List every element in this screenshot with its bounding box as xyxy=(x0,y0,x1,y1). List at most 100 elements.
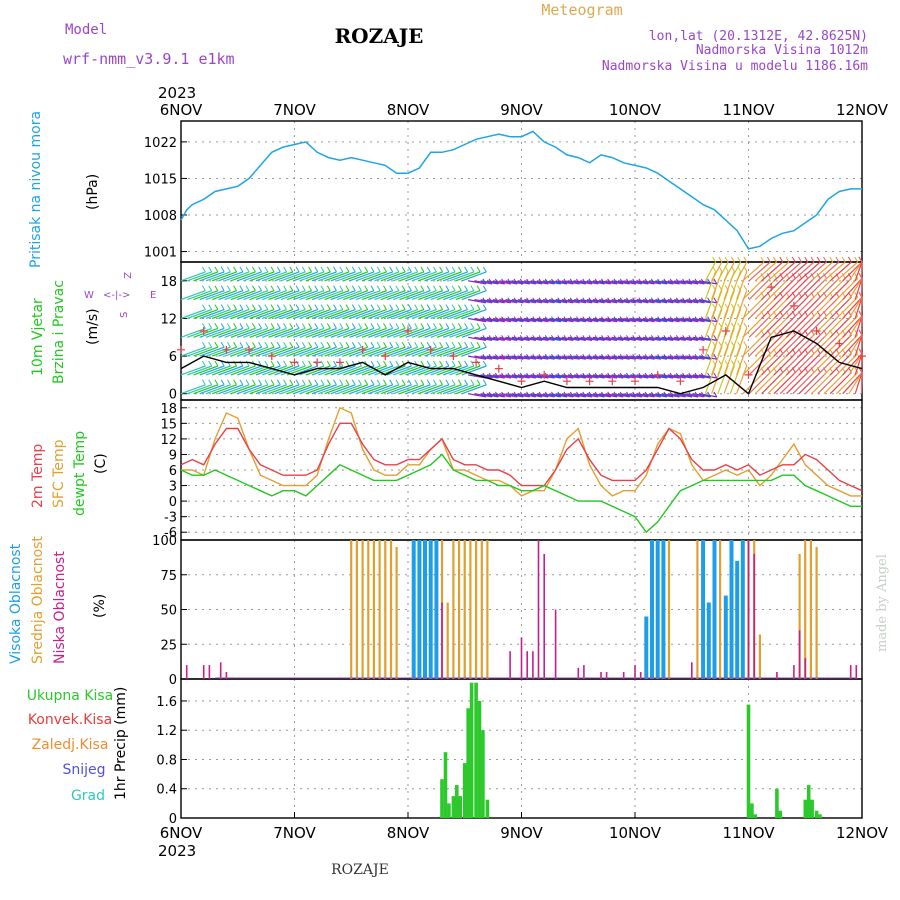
wind-barb xyxy=(723,365,735,394)
precip-bar xyxy=(447,803,451,818)
wind-barb xyxy=(399,290,425,301)
wind-barb xyxy=(505,317,524,323)
wind-barb-flag xyxy=(333,266,337,273)
wind-barb xyxy=(480,280,499,285)
wind-barb xyxy=(380,309,406,320)
temp2m-line xyxy=(180,422,863,492)
wind-barb xyxy=(305,290,331,301)
wind-barb xyxy=(311,309,337,320)
wind-barb xyxy=(455,384,481,395)
wind-barb xyxy=(193,384,219,395)
wind-barb xyxy=(343,365,368,376)
wind-barb xyxy=(698,299,718,304)
wind-barb xyxy=(549,393,568,398)
wind-barb xyxy=(361,346,387,357)
mid-cloud-bar xyxy=(758,634,761,679)
wind-barb-flag xyxy=(785,256,790,263)
wind-barb-flag xyxy=(407,379,412,386)
wind-barb xyxy=(698,317,718,323)
low-cloud-bar xyxy=(526,651,528,679)
wind-barb xyxy=(592,355,611,360)
wind-gust-marker xyxy=(540,370,549,379)
wind-barb xyxy=(761,261,784,282)
wind-barb xyxy=(624,299,643,304)
wind-barb xyxy=(180,365,206,376)
wind-barb-flag xyxy=(251,379,256,386)
wind-barb xyxy=(311,346,337,357)
wind-barb xyxy=(680,336,699,341)
low-cloud-bar xyxy=(441,602,443,679)
wind-barb xyxy=(754,296,777,319)
wind-barb xyxy=(405,327,431,338)
wind-barb xyxy=(854,334,863,357)
wind-barb-flag xyxy=(264,323,269,329)
wind-barb-flag xyxy=(283,266,288,273)
wind-barb xyxy=(767,261,790,282)
low-cloud-bar xyxy=(776,672,778,679)
wind-barb xyxy=(536,336,555,341)
precip-bar xyxy=(810,799,814,818)
wind-barb xyxy=(436,384,462,395)
wind-barb-flag xyxy=(314,379,319,386)
wind-barb xyxy=(611,317,630,323)
wind-barb xyxy=(742,353,765,376)
wind-barb xyxy=(411,309,437,320)
wind-barb xyxy=(586,374,605,379)
precip-bar xyxy=(474,682,478,818)
wind-barb xyxy=(829,261,852,282)
wind-barb xyxy=(218,384,244,395)
wind-barb xyxy=(617,280,636,285)
wind-barb xyxy=(261,327,287,338)
wind-barb-flag xyxy=(395,379,400,386)
wind-barb xyxy=(717,261,729,282)
wind-barb-flag xyxy=(445,266,450,273)
wind-barb xyxy=(617,317,636,323)
wind-barb-flag xyxy=(220,379,225,386)
wind-barb xyxy=(274,384,300,395)
wind-barb xyxy=(667,374,686,379)
high-cloud-bar xyxy=(655,540,660,679)
wind-barb xyxy=(311,384,337,395)
wind-barb xyxy=(474,299,493,304)
wind-barb xyxy=(486,355,505,360)
wind-barb-flag xyxy=(358,341,362,348)
high-cloud-bar xyxy=(701,540,706,679)
wind-barb xyxy=(268,271,294,282)
wind-barb xyxy=(617,336,636,341)
wind-barb-flag xyxy=(451,341,456,348)
wind-barb xyxy=(355,309,381,320)
wind-barb xyxy=(368,327,393,338)
wind-barb xyxy=(611,280,630,285)
wind-barb xyxy=(480,336,499,341)
wind-gust-marker xyxy=(177,345,185,354)
wind-barb-flag xyxy=(464,266,469,273)
wind-barb-flag xyxy=(841,273,846,279)
wind-barb xyxy=(186,365,212,376)
wind-barb-flag xyxy=(358,304,362,310)
wind-barb xyxy=(599,374,618,379)
wind-barb-flag xyxy=(482,323,487,329)
wind-barb xyxy=(486,374,505,379)
wind-barb xyxy=(817,353,840,376)
wind-barb-flag xyxy=(810,256,815,263)
compass-south-label: S xyxy=(119,312,130,318)
wind-barb-flag xyxy=(439,323,444,329)
wind-barb-flag xyxy=(439,360,444,367)
wind-barb xyxy=(399,309,425,320)
wind-barb xyxy=(842,277,863,301)
wind-barb xyxy=(386,271,412,282)
wind-barb-flag xyxy=(724,256,729,263)
low-cloud-bar xyxy=(605,672,608,679)
wind-barb xyxy=(642,299,661,304)
wind-barb xyxy=(636,317,655,323)
wind-barb xyxy=(461,365,487,376)
wind-barb-flag xyxy=(301,304,306,310)
wind-barb xyxy=(736,346,748,376)
wind-barb xyxy=(842,296,863,319)
wind-barb xyxy=(417,290,443,301)
wind-barb-flag xyxy=(301,341,306,348)
wind-barb-flag xyxy=(289,266,294,273)
wind-barb xyxy=(655,280,674,285)
wind-barb-flag xyxy=(376,304,381,310)
wind-barb-flag xyxy=(364,266,369,273)
